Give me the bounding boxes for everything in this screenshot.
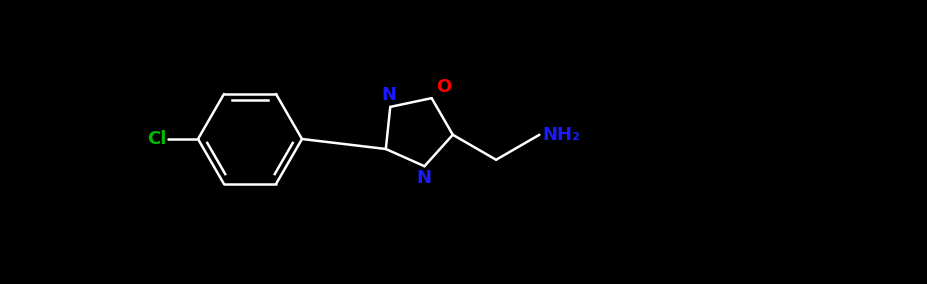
Text: N: N: [382, 86, 397, 104]
Text: O: O: [436, 78, 451, 96]
Text: NH₂: NH₂: [542, 126, 580, 144]
Text: N: N: [416, 169, 431, 187]
Text: Cl: Cl: [146, 130, 166, 148]
